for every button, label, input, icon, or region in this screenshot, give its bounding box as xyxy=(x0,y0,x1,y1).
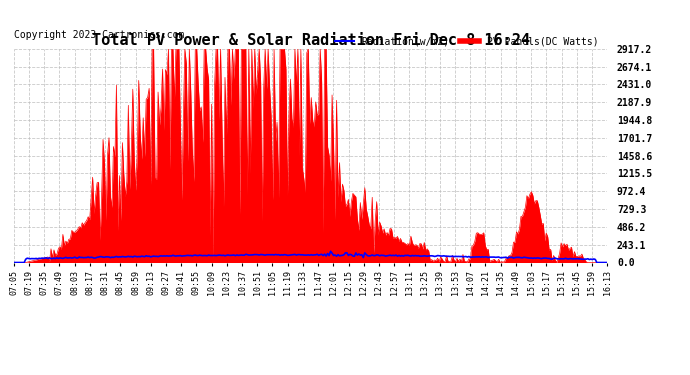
Title: Total PV Power & Solar Radiation Fri Dec 8 16:24: Total PV Power & Solar Radiation Fri Dec… xyxy=(92,33,529,48)
Legend: Radiation(w/m2), PV Panels(DC Watts): Radiation(w/m2), PV Panels(DC Watts) xyxy=(331,32,602,50)
Text: Copyright 2023 Cartronics.com: Copyright 2023 Cartronics.com xyxy=(14,30,184,40)
